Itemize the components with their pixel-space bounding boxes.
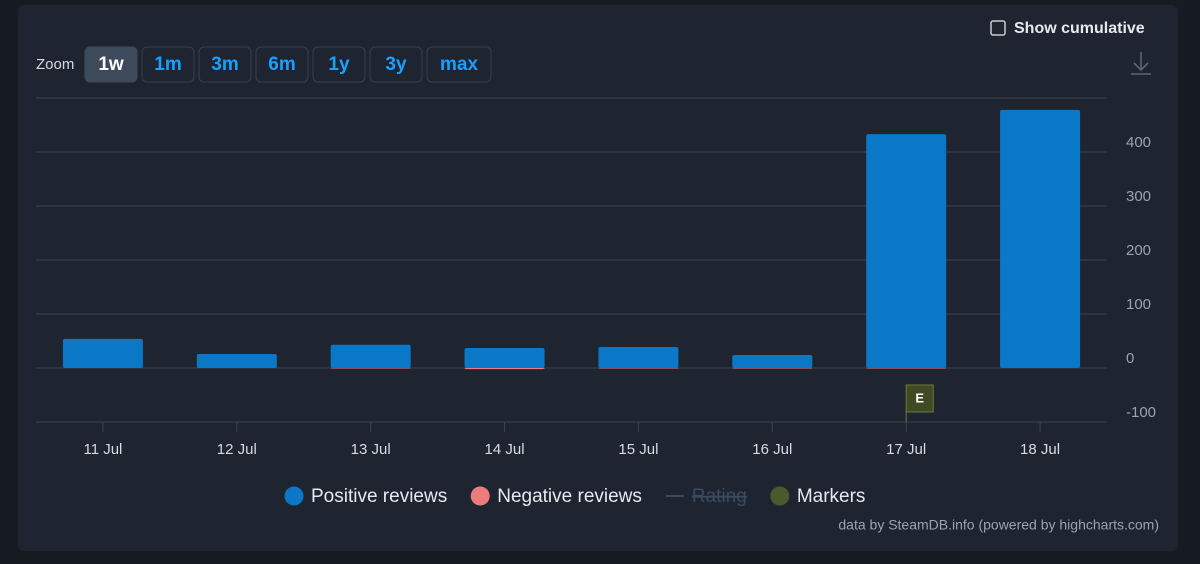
cumulative-label[interactable]: Show cumulative xyxy=(1014,20,1145,37)
marker-label: E xyxy=(915,390,924,405)
bar xyxy=(1000,109,1081,368)
legend-item[interactable]: Markers xyxy=(797,486,866,507)
legend-item[interactable]: Positive reviews xyxy=(311,486,447,507)
download-icon[interactable] xyxy=(1131,52,1151,75)
y-tick-label: 100 xyxy=(1126,296,1151,313)
bar xyxy=(464,368,545,370)
bar xyxy=(330,344,411,368)
zoom-button-label[interactable]: 3y xyxy=(385,54,407,75)
zoom-button[interactable] xyxy=(255,46,309,83)
bar xyxy=(732,355,813,368)
bar xyxy=(866,134,947,368)
bar xyxy=(732,368,813,369)
x-tick-label: 16 Jul xyxy=(752,441,792,458)
credits: data by SteamDB.info (powered by highcha… xyxy=(838,517,1159,533)
x-tick-label: 17 Jul xyxy=(886,441,926,458)
bar xyxy=(464,348,545,368)
y-tick-label: -100 xyxy=(1126,404,1156,421)
x-tick-label: 12 Jul xyxy=(217,441,257,458)
zoom-button[interactable] xyxy=(198,46,252,83)
bar xyxy=(598,368,679,369)
zoom-button-label[interactable]: max xyxy=(440,54,478,75)
zoom-label: Zoom xyxy=(36,56,74,73)
bar xyxy=(330,368,411,369)
y-tick-label: 300 xyxy=(1126,188,1151,205)
x-tick-label: 15 Jul xyxy=(618,441,658,458)
y-tick-label: 200 xyxy=(1126,242,1151,259)
checkbox[interactable] xyxy=(990,20,1006,36)
x-tick-label: 18 Jul xyxy=(1020,441,1060,458)
bar xyxy=(62,338,143,368)
legend-symbol[interactable] xyxy=(470,486,490,506)
x-tick-label: 14 Jul xyxy=(485,441,525,458)
zoom-button-label[interactable]: 1w xyxy=(98,54,124,75)
legend-symbol[interactable] xyxy=(770,486,790,506)
legend-item[interactable]: Rating xyxy=(692,486,747,507)
x-tick-label: 13 Jul xyxy=(351,441,391,458)
marker xyxy=(905,384,934,413)
bar xyxy=(866,368,947,369)
zoom-button[interactable] xyxy=(84,46,138,83)
bar xyxy=(196,353,277,368)
zoom-button[interactable] xyxy=(426,46,492,83)
bar xyxy=(598,346,679,368)
zoom-button-label[interactable]: 6m xyxy=(268,54,295,75)
zoom-button[interactable] xyxy=(312,46,366,83)
zoom-button[interactable] xyxy=(369,46,423,83)
zoom-button-label[interactable]: 3m xyxy=(211,54,238,75)
x-tick-label: 11 Jul xyxy=(83,441,122,458)
legend-item[interactable]: Negative reviews xyxy=(497,486,642,507)
zoom-button-label[interactable]: 1m xyxy=(154,54,181,75)
y-tick-label: 400 xyxy=(1126,134,1151,151)
legend-symbol[interactable] xyxy=(284,486,304,506)
y-tick-label: 0 xyxy=(1126,350,1134,367)
zoom-button[interactable] xyxy=(141,46,195,83)
zoom-button-label[interactable]: 1y xyxy=(328,54,350,75)
